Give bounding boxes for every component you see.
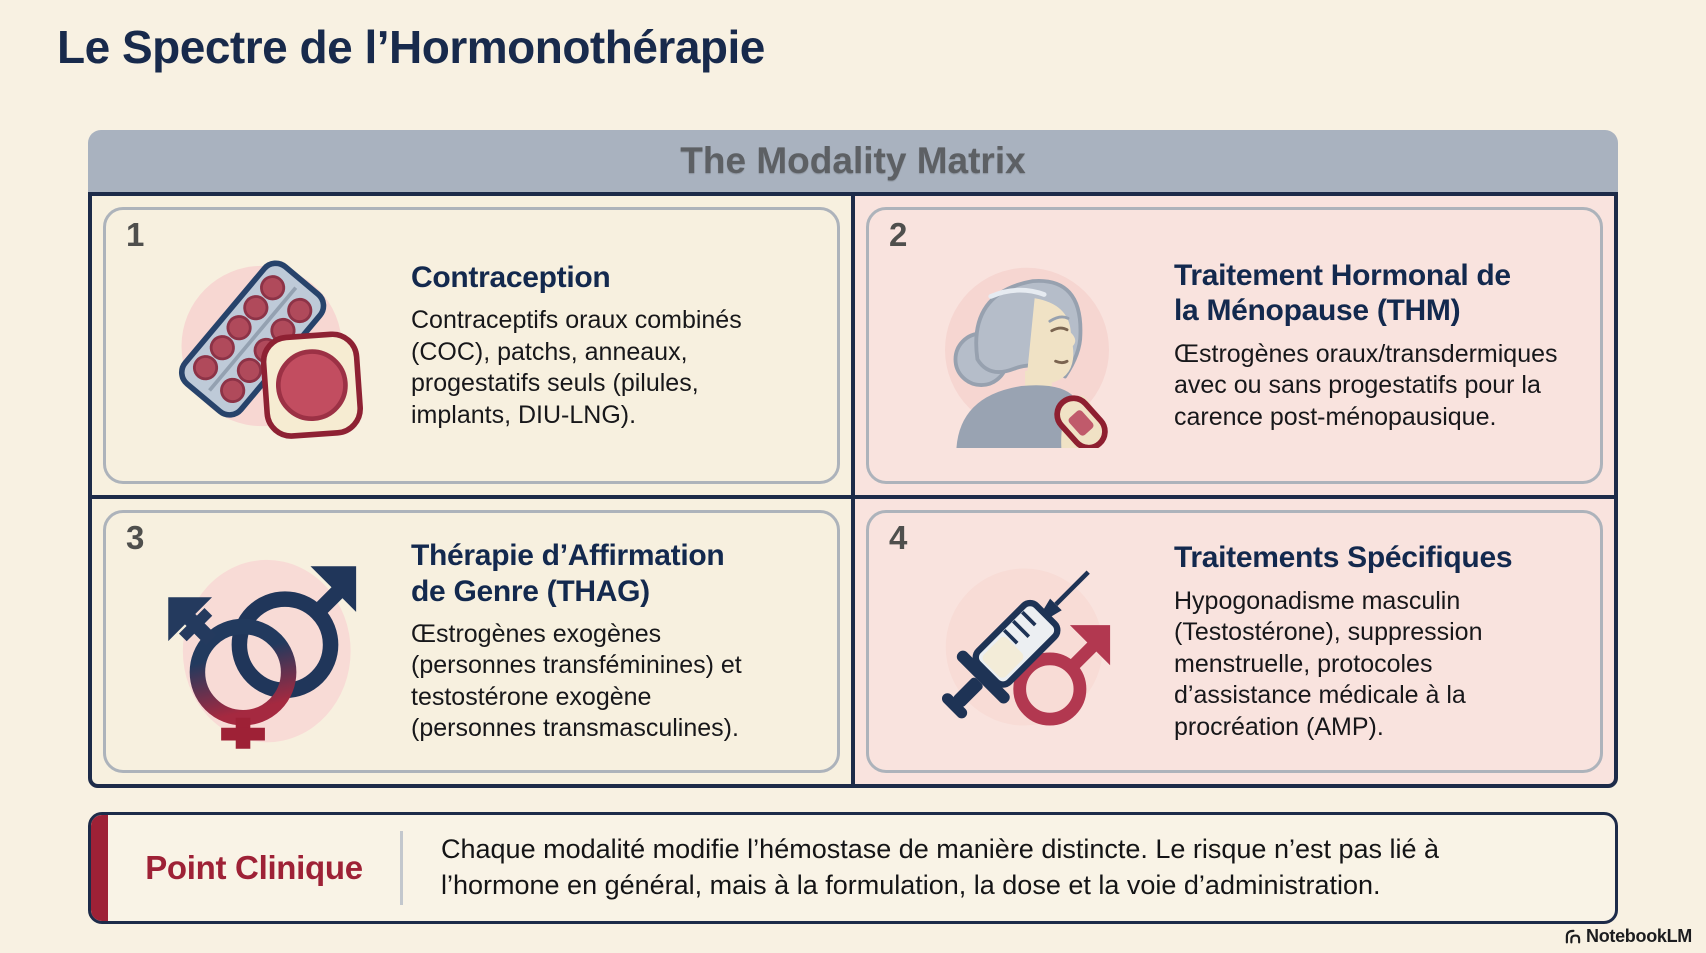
matrix-cell-specifiques: 4 [855,499,1614,784]
cell-text: Thérapie d’Affirmation de Genre (THAG) Œ… [411,538,819,745]
card-specifiques: 4 [866,510,1603,773]
cell-title: Traitements Spécifiques [1174,541,1513,575]
cell-body: Hypogonadisme masculin (Testostérone), s… [1174,586,1483,741]
transgender-symbol-icon [116,528,411,756]
matrix-cell-thag: 3 [92,499,851,784]
cell-body: Œstrogènes exogènes (personnes transfémi… [411,619,742,743]
modality-matrix: The Modality Matrix 1 [88,130,1618,788]
card-thag: 3 [103,510,840,773]
menopausal-woman-patch-icon [879,243,1174,449]
cell-text: Traitement Hormonal de la Ménopause (THM… [1174,258,1582,433]
cell-number: 2 [889,216,908,253]
callout-label: Point Clinique [145,849,363,886]
cell-title: Traitement Hormonal de la Ménopause (THM… [1174,258,1511,328]
cell-title: Thérapie d’Affirmation de Genre (THAG) [411,539,725,608]
cell-body: Œstrogènes oraux/transdermiques avec ou … [1174,339,1558,431]
cell-title: Contraception [411,260,611,294]
card-thm: 2 [866,207,1603,485]
cell-body: Contraceptifs oraux combinés (COC), patc… [411,306,742,429]
watermark-label: NotebookLM [1586,926,1692,946]
clinical-point-callout: Point Clinique Chaque modalité modifie l… [88,812,1618,924]
matrix-cell-contraception: 1 [92,196,851,496]
pill-blister-and-patch-icon [116,246,411,446]
callout-divider [400,831,403,905]
cell-number: 4 [889,519,908,557]
matrix-cell-thm: 2 [855,196,1614,496]
card-contraception: 1 [103,207,840,485]
cell-number: 3 [126,519,145,557]
matrix-body: 1 [88,192,1618,788]
notebooklm-watermark: NotebookLM [1564,926,1692,947]
matrix-header: The Modality Matrix [88,130,1618,192]
callout-accent-bar [91,815,108,921]
cell-text: Traitements Spécifiques Hypogonadisme ma… [1174,540,1582,743]
cell-text: Contraception Contraceptifs oraux combin… [411,260,819,431]
cell-number: 1 [126,216,145,253]
page-title: Le Spectre de l’Hormonothérapie [57,21,765,73]
syringe-male-symbol-icon [879,537,1174,747]
notebooklm-logo-icon [1564,928,1582,946]
callout-text: Chaque modalité modifie l’hémostase de m… [441,834,1440,900]
